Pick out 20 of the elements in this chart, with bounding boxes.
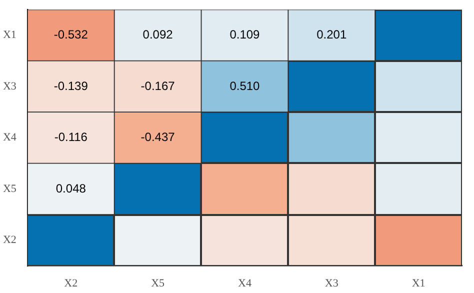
data-label: -0.167 [140,78,176,93]
y-tick-label: X4 [2,132,17,144]
x-tick-label: X1 [412,277,426,290]
y-tick-label: X5 [2,182,17,195]
data-label: 0.048 [56,181,86,196]
x-tick-label: X2 [64,277,78,290]
data-label: -0.437 [140,130,176,144]
data-label: -0.116 [54,130,88,144]
y-tick-label: X3 [2,80,17,92]
data-label: 0.510 [230,78,260,93]
data-label: 0.201 [316,28,347,42]
data-label: -0.532 [54,28,88,42]
data-label: 0.092 [142,28,174,42]
data-label: 0.109 [230,28,260,42]
y-tick-label: X1 [2,29,16,42]
x-tick-label: X3 [324,277,339,290]
data-label: -0.139 [54,78,88,93]
x-tick-label: X4 [238,277,252,290]
y-tick-label: X2 [2,234,16,246]
x-tick-label: X5 [151,277,166,290]
